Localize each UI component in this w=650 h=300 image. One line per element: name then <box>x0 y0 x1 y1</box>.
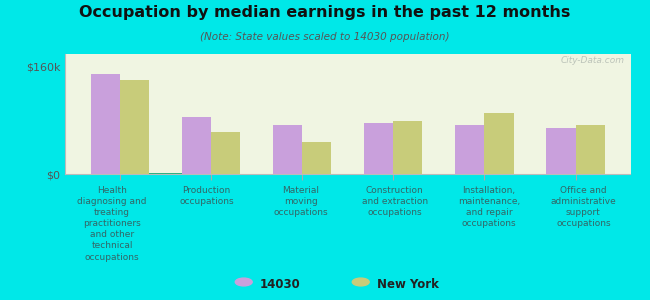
Text: 14030: 14030 <box>260 278 301 292</box>
Bar <box>273 125 302 174</box>
Text: City-Data.com: City-Data.com <box>561 56 625 65</box>
Text: Production
occupations: Production occupations <box>179 186 234 206</box>
Bar <box>393 122 422 174</box>
Text: New York: New York <box>377 278 439 292</box>
Bar <box>576 125 604 174</box>
Bar <box>364 123 393 174</box>
Bar <box>547 128 576 174</box>
Text: Material
moving
occupations: Material moving occupations <box>273 186 328 217</box>
Text: (Note: State values scaled to 14030 population): (Note: State values scaled to 14030 popu… <box>200 32 450 41</box>
Text: Construction
and extraction
occupations: Construction and extraction occupations <box>362 186 428 217</box>
Bar <box>302 142 332 174</box>
Bar <box>182 117 211 174</box>
Text: Health
diagnosing and
treating
practitioners
and other
technical
occupations: Health diagnosing and treating practitio… <box>77 186 147 262</box>
Bar <box>120 80 149 174</box>
Bar <box>91 74 120 174</box>
Text: Occupation by median earnings in the past 12 months: Occupation by median earnings in the pas… <box>79 4 571 20</box>
Text: Installation,
maintenance,
and repair
occupations: Installation, maintenance, and repair oc… <box>458 186 520 228</box>
Bar <box>455 125 484 174</box>
Bar <box>484 113 514 174</box>
Text: Office and
administrative
support
occupations: Office and administrative support occupa… <box>551 186 616 228</box>
Bar <box>211 131 240 174</box>
